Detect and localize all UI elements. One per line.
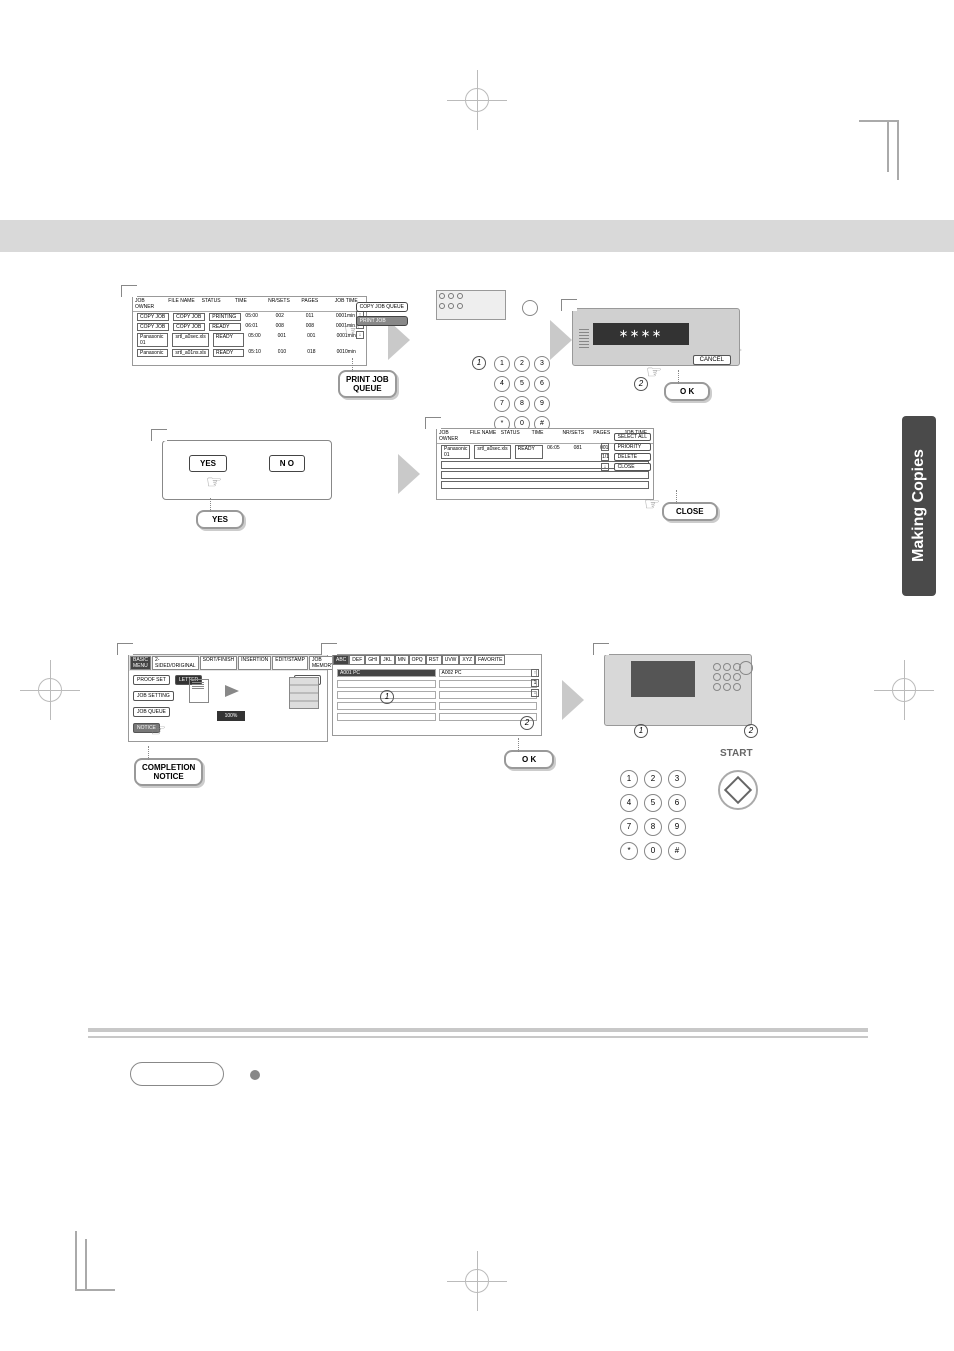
page-indicator: 1/1: [601, 453, 609, 461]
no-button[interactable]: N O: [269, 455, 305, 472]
tray-icon: [289, 677, 319, 709]
print-job-button[interactable]: PRINT JOB: [356, 316, 408, 326]
tab-basic[interactable]: BASIC MENU: [130, 656, 151, 670]
start-button[interactable]: [718, 770, 758, 810]
crop-corner-bl: [75, 1231, 115, 1291]
step-1-marker: 1: [380, 690, 394, 704]
key-1[interactable]: 1: [494, 356, 510, 372]
step-2-marker: 2: [520, 716, 534, 730]
step-2-marker: 2: [634, 377, 648, 391]
confirm-dialog: YES N O: [162, 440, 332, 500]
step-1-marker: 1: [634, 724, 648, 738]
cancel-button[interactable]: CANCEL: [693, 355, 731, 365]
hand-pointer-icon: ☞: [344, 320, 360, 341]
job-queue-panel: JOB OWNERFILE NAMESTATUSTIMENR/SETSPAGES…: [132, 296, 367, 366]
header-band: [0, 220, 954, 252]
hand-pointer-icon: ☞: [646, 362, 662, 383]
step-1-marker: 1: [472, 356, 486, 370]
table-row[interactable]: Panasonicsrtl_a01ns.xlsREADY05:100100180…: [133, 348, 366, 358]
step-2-marker: 2: [744, 724, 758, 738]
device-panel-graphic: [604, 654, 752, 726]
address-panel: ABCDEFGHIJKLMNOPQRSTUVWXYZFAVORITE A001 …: [332, 654, 542, 736]
close-button[interactable]: CLOSE: [614, 463, 651, 471]
step-arrow: [550, 320, 572, 360]
key-2[interactable]: 2: [514, 356, 530, 372]
step-arrow: [398, 454, 420, 494]
divider: [88, 1036, 868, 1038]
reg-mark-right: [874, 660, 934, 720]
crop-corner-tr: [859, 120, 899, 180]
copy-job-queue-button[interactable]: COPY JOB QUEUE: [356, 302, 408, 312]
hand-pointer-icon: ☞: [206, 472, 222, 493]
scroll-up-icon[interactable]: ↑: [531, 669, 539, 677]
proof-set-button[interactable]: PROOF SET: [133, 675, 170, 685]
yes-callout: YES: [196, 510, 244, 529]
key-8[interactable]: 8: [514, 396, 530, 412]
close-callout[interactable]: CLOSE: [662, 502, 718, 521]
hand-pointer-icon: ☞: [644, 494, 660, 515]
ok-callout[interactable]: O K: [664, 382, 710, 401]
numeric-keypad: 123 456 789 *0#: [494, 356, 550, 432]
reg-mark-left: [20, 660, 80, 720]
password-display: ＊＊＊＊: [593, 323, 689, 345]
print-job-queue-callout: PRINT JOB QUEUE: [338, 370, 397, 398]
start-button-icon: [522, 300, 538, 316]
divider: [88, 1028, 868, 1032]
reg-mark-bottom: [447, 1251, 507, 1311]
scroll-up-icon[interactable]: ↑: [601, 443, 609, 451]
priority-button[interactable]: PRIORITY: [614, 443, 651, 451]
table-row[interactable]: Panasonic 01srtl_a0sec.xlsREADY05:000010…: [133, 332, 366, 348]
arrow-icon: [225, 685, 239, 697]
key-4[interactable]: 4: [494, 376, 510, 392]
bullet-icon: [250, 1070, 260, 1080]
scroll-down-icon[interactable]: ↓: [601, 463, 609, 471]
reg-mark-top: [447, 70, 507, 130]
job-queue-button[interactable]: JOB QUEUE: [133, 707, 170, 717]
step-arrow: [562, 680, 584, 720]
note-pill: [130, 1062, 224, 1086]
result-queue-panel: JOB OWNERFILE NAMESTATUSTIMENR/SETSPAGES…: [436, 428, 654, 500]
hand-pointer-icon: ☞: [150, 720, 166, 741]
start-label: START: [720, 748, 753, 759]
scroll-down-icon[interactable]: ↓: [531, 689, 539, 697]
control-panel-graphic: [406, 290, 532, 360]
ok-callout[interactable]: O K: [504, 750, 554, 769]
key-6[interactable]: 6: [534, 376, 550, 392]
page-indicator: 1: [531, 679, 539, 687]
delete-button[interactable]: DELETE: [614, 453, 651, 461]
key-3[interactable]: 3: [534, 356, 550, 372]
key-9[interactable]: 9: [534, 396, 550, 412]
zoom-display: 100%: [217, 711, 245, 721]
document-icon: [189, 679, 209, 703]
password-panel: ＊＊＊＊ CANCEL: [572, 308, 740, 366]
yes-button[interactable]: YES: [189, 455, 227, 472]
key-5[interactable]: 5: [514, 376, 530, 392]
table-row[interactable]: COPY JOBCOPY JOBREADY06:010080080001min: [133, 322, 366, 332]
table-row[interactable]: COPY JOBCOPY JOBPRINTING05:000020110001m…: [133, 312, 366, 322]
numeric-keypad: 123 456 789 *0#: [620, 770, 686, 860]
job-setting-button[interactable]: JOB SETTING: [133, 691, 174, 701]
address-cell[interactable]: A001 PC: [337, 669, 436, 677]
section-tab: Making Copies: [902, 416, 936, 596]
completion-notice-callout: COMPLETION NOTICE: [134, 758, 203, 786]
key-7[interactable]: 7: [494, 396, 510, 412]
address-cell[interactable]: A002 PC: [439, 669, 538, 677]
job-queue-header: JOB OWNERFILE NAMESTATUSTIMENR/SETSPAGES…: [133, 297, 366, 312]
select-all-button[interactable]: SELECT ALL: [614, 433, 651, 441]
